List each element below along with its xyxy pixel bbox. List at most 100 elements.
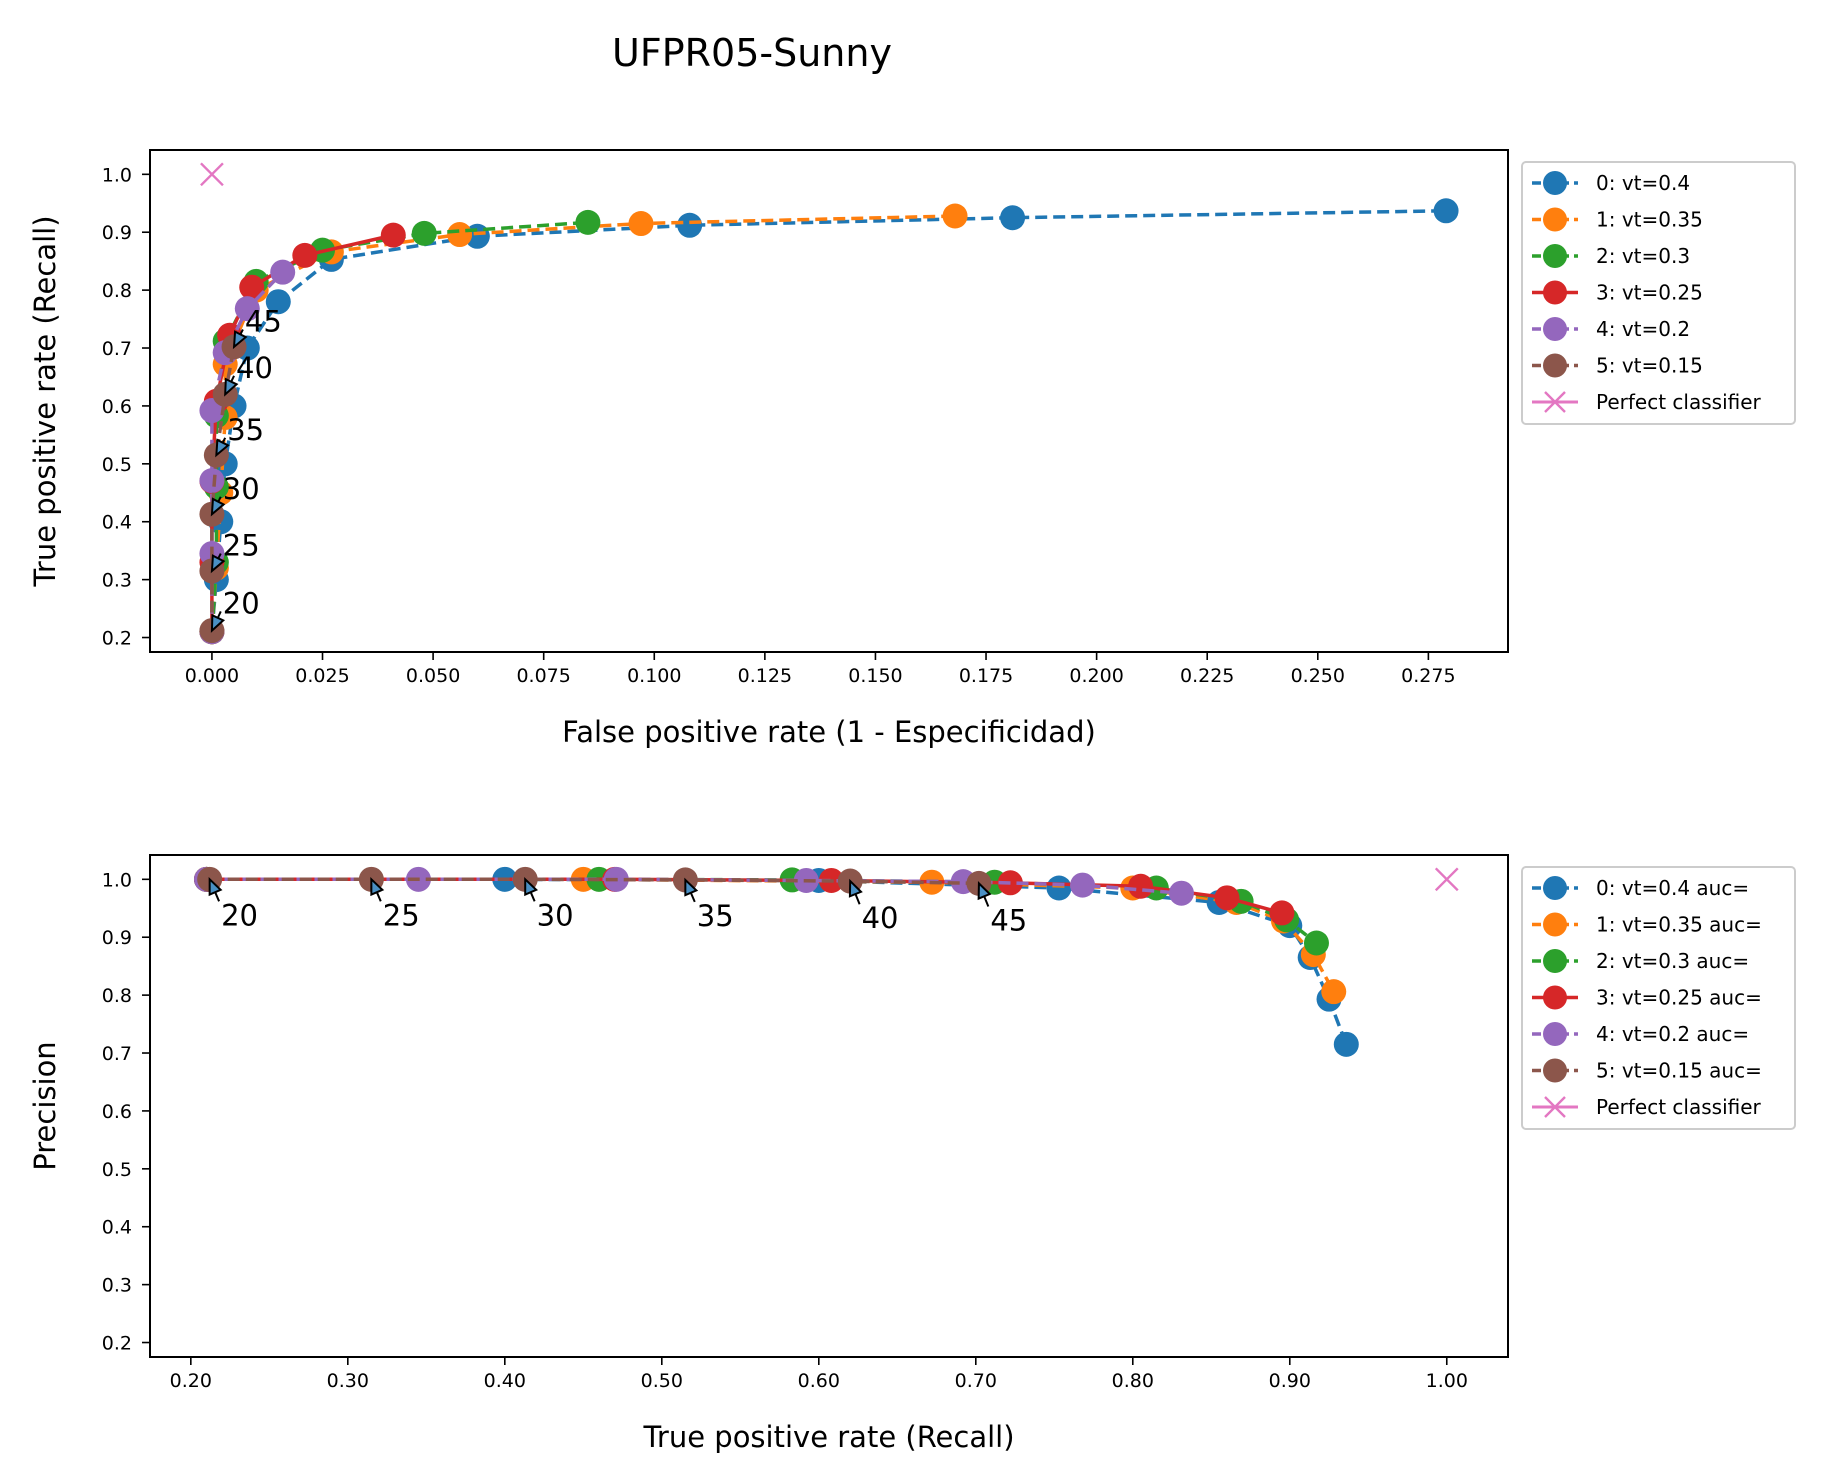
legend-label: 2: vt=0.3 xyxy=(1596,244,1690,268)
data-point xyxy=(575,209,601,235)
x-tick-label: 0.250 xyxy=(1291,665,1345,687)
legend-entry-3: 3: vt=0.25 auc= xyxy=(1532,985,1762,1010)
y-tick-label: 0.5 xyxy=(102,454,132,476)
y-tick-label: 0.4 xyxy=(102,512,132,534)
series-0 xyxy=(199,198,1459,645)
annotation-45: 45 xyxy=(232,304,282,350)
annotation-arrow-head xyxy=(210,613,226,633)
annotation-20: 20 xyxy=(210,586,260,633)
series-1 xyxy=(199,203,968,645)
annotation-arrow-head xyxy=(224,377,239,397)
data-point xyxy=(1168,880,1194,906)
legend-marker xyxy=(1544,391,1566,413)
legend-label: 4: vt=0.2 auc= xyxy=(1596,1022,1749,1046)
annotation-arrow-line xyxy=(854,893,861,905)
data-point xyxy=(1000,205,1026,231)
data-point xyxy=(1333,1031,1359,1057)
x-tick-label: 0.200 xyxy=(1069,665,1123,687)
series-line xyxy=(209,877,979,886)
legend-marker xyxy=(1543,353,1567,378)
y-tick-label: 1.0 xyxy=(102,869,132,891)
annotation-label: 25 xyxy=(223,529,260,563)
data-point xyxy=(239,274,265,300)
x-tick-label: 0.60 xyxy=(798,1370,840,1392)
legend-marker xyxy=(1543,985,1567,1010)
annotation-label: 25 xyxy=(383,898,420,932)
subplot-1: 0.000 0.025 0.050 0.075 0.100 0.125 0.150 0.175… xyxy=(28,149,1796,749)
x-tick-label: 0.80 xyxy=(1112,1370,1154,1392)
legend-entry-6: Perfect classifier xyxy=(1532,390,1762,414)
plots: 0.000 0.025 0.050 0.075 0.100 0.125 0.150 0.175… xyxy=(28,149,1796,1454)
y-tick-label: 0.3 xyxy=(102,1275,132,1297)
legend-entry-1: 1: vt=0.35 auc= xyxy=(1532,912,1762,937)
y-tick-label: 0.6 xyxy=(102,396,132,418)
x-tick-label: 0.050 xyxy=(406,665,460,687)
y-tick-label: 0.9 xyxy=(102,222,132,244)
x-axis-label: False positive rate (1 - Especificidad) xyxy=(562,715,1096,749)
x-tick-label: 0.075 xyxy=(516,665,570,687)
data-point xyxy=(677,212,703,238)
x-tick-label: 0.025 xyxy=(295,665,349,687)
annotation-25: 25 xyxy=(210,529,260,574)
legend-label: 1: vt=0.35 auc= xyxy=(1596,913,1762,937)
x-tick-label: 0.30 xyxy=(327,1370,369,1392)
plot-frame xyxy=(149,149,1509,653)
x-tick-label: 1.00 xyxy=(1426,1370,1468,1392)
annotation-arrow-line xyxy=(214,891,220,902)
annotation-30: 30 xyxy=(524,876,574,932)
legend-label: 0: vt=0.4 auc= xyxy=(1596,876,1749,900)
y-tick-label: 0.8 xyxy=(102,280,132,302)
data-point xyxy=(1433,198,1459,224)
data-point xyxy=(1321,979,1347,1005)
x-tick-label: 0.225 xyxy=(1180,665,1234,687)
legend-label: 2: vt=0.3 auc= xyxy=(1596,949,1749,973)
legend-box xyxy=(1521,866,1796,1130)
legend-marker xyxy=(1543,171,1567,195)
y-tick-label: 0.2 xyxy=(102,628,132,650)
y-tick-label: 0.3 xyxy=(102,570,132,592)
annotation-35: 35 xyxy=(684,877,734,933)
data-point xyxy=(628,211,654,237)
legend-entry-2: 2: vt=0.3 xyxy=(1532,244,1690,268)
annotation-arrow-head xyxy=(684,877,699,897)
x-tick-label: 0.275 xyxy=(1401,665,1455,687)
legend: 0: vt=0.4 auc= 1: vt=0.35 auc= 2: vt=0.3 a… xyxy=(1521,866,1796,1130)
annotation-30: 30 xyxy=(210,472,260,517)
annotation-40: 40 xyxy=(224,351,273,397)
legend-label: 5: vt=0.15 auc= xyxy=(1596,1059,1762,1083)
legend-marker xyxy=(1543,949,1567,973)
y-tick-label: 0.4 xyxy=(102,1217,132,1239)
data-point xyxy=(1303,930,1329,956)
legend: 0: vt=0.4 1: vt=0.35 2: vt=0.3 3: vt=0.25 4:… xyxy=(1521,161,1796,425)
data-layer xyxy=(199,162,1459,645)
data-point xyxy=(1046,875,1072,901)
plot-frame xyxy=(149,854,1509,1358)
legend-entry-4: 4: vt=0.2 auc= xyxy=(1532,1022,1749,1046)
y-tick-label: 0.5 xyxy=(102,1159,132,1181)
annotation-label: 40 xyxy=(236,351,273,385)
data-point xyxy=(380,222,406,248)
data-point xyxy=(292,242,318,268)
legend-entry-1: 1: vt=0.35 xyxy=(1532,207,1703,232)
annotation-arrow-head xyxy=(232,330,248,350)
legend-marker xyxy=(1543,876,1567,900)
data-point xyxy=(942,203,968,229)
annotation-label: 30 xyxy=(537,898,574,932)
x-tick-label: 0.000 xyxy=(185,665,239,687)
legend-entry-3: 3: vt=0.25 xyxy=(1532,280,1703,305)
x-tick-label: 0.20 xyxy=(170,1370,212,1392)
perfect-classifier-marker xyxy=(200,162,224,187)
legend-entry-4: 4: vt=0.2 xyxy=(1532,317,1690,341)
x-tick-label: 0.50 xyxy=(641,1370,683,1392)
annotation-35: 35 xyxy=(215,413,264,458)
legend-entry-0: 0: vt=0.4 xyxy=(1532,171,1690,195)
annotation-label: 35 xyxy=(227,413,264,447)
legend-label: 1: vt=0.35 xyxy=(1596,208,1703,232)
legend-label: 0: vt=0.4 xyxy=(1596,171,1690,195)
legend-label: 3: vt=0.25 xyxy=(1596,281,1703,305)
figure-title: UFPR05-Sunny xyxy=(612,31,892,75)
annotation-arrow-head xyxy=(370,876,385,897)
subplot-2: 0.20 0.30 0.40 0.50 0.60 0.70 0.80 0.90 1.00 0.2 0… xyxy=(28,854,1796,1454)
series-6 xyxy=(200,162,224,187)
